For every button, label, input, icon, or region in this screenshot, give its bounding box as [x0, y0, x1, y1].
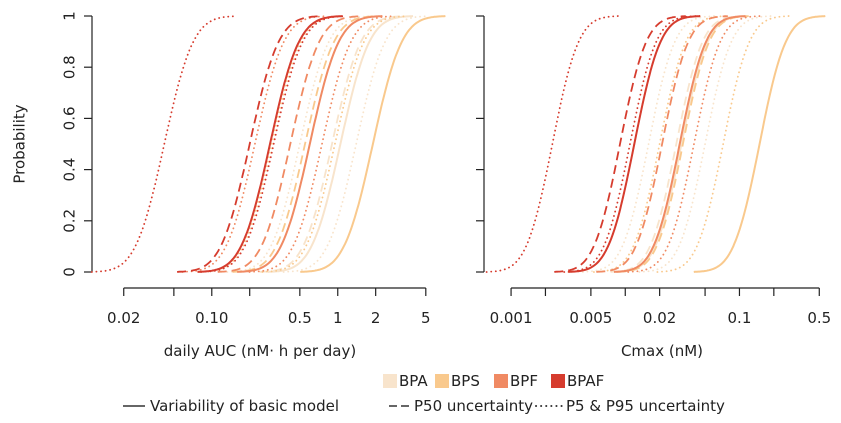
- series-bpaf-dashed: [176, 15, 323, 273]
- series-bpf-dashed: [596, 15, 728, 273]
- left-x-axis: 0.02 0.10 0.5 1 2 5 daily AUC (nM· h per day): [107, 287, 431, 360]
- x-tick-label: 0.1: [728, 309, 752, 327]
- left-series: [90, 15, 446, 273]
- x-axis-title: Cmax (nM): [621, 342, 703, 360]
- left-panel: 0 0.2 0.4 0.6 0.8 1 Probability 0.02 0.10 0.5 1 2 5 d…: [11, 11, 446, 360]
- right-series: [485, 15, 826, 273]
- legend-swatch-bpaf: [551, 374, 565, 388]
- series-bpaf-dotted: [200, 15, 348, 273]
- series-bpf-dashed: [217, 15, 364, 273]
- y-tick-label: 0.4: [61, 158, 79, 182]
- legend-line-types: Variability of basic model P50 uncertaint…: [123, 397, 725, 415]
- series-bps-dotted: [261, 15, 409, 273]
- x-axis-title: daily AUC (nM· h per day): [164, 342, 356, 360]
- series-bpf-solid: [237, 15, 383, 273]
- series-bpaf-solid: [568, 15, 701, 273]
- series-bpaf-dashed: [554, 15, 686, 273]
- x-tick-label: 0.5: [288, 309, 312, 327]
- legend-swatch-bpf: [494, 374, 508, 388]
- series-bpf-dotted: [248, 15, 396, 273]
- series-bpa-dashed: [610, 15, 743, 273]
- series-bps-solid: [300, 15, 446, 273]
- legend-label-dashed: P50 uncertainty: [414, 397, 533, 415]
- legend-label-bpf: BPF: [510, 372, 538, 390]
- legend-swatch-bps: [435, 374, 449, 388]
- series-bps-dotted: [656, 15, 790, 273]
- series-bpf-solid: [613, 15, 746, 273]
- series-bpa-dashed: [259, 15, 405, 273]
- series-bpa-dotted: [581, 15, 716, 273]
- series-bpf-dotted: [627, 15, 761, 273]
- series-bpa-dotted: [226, 15, 374, 273]
- right-panel: 0.001 0.005 0.02 0.1 0.5 Cmax (nM): [476, 15, 831, 360]
- x-tick-label: 5: [421, 309, 431, 327]
- x-tick-label: 0.001: [490, 309, 533, 327]
- legend-label-bpa: BPA: [399, 372, 428, 390]
- series-bpaf-dotted: [90, 15, 238, 273]
- x-tick-label: 0.005: [569, 309, 612, 327]
- y-tick-label: 0.8: [61, 55, 79, 79]
- series-bpa-dotted: [282, 15, 430, 273]
- y-tick-label: 1: [61, 11, 79, 21]
- series-bpaf-dotted: [485, 15, 619, 273]
- legend-substances: BPA BPS BPF BPAF: [383, 372, 604, 390]
- series-bps-dotted: [593, 15, 727, 273]
- legend: BPA BPS BPF BPAF Variability of basic model…: [123, 372, 725, 415]
- series-bps-solid: [693, 15, 826, 273]
- x-tick-label: 0.5: [807, 309, 831, 327]
- right-x-axis: 0.001 0.005 0.02 0.1 0.5 Cmax (nM): [490, 287, 831, 360]
- legend-label-bpaf: BPAF: [567, 372, 604, 390]
- right-y-axis: [476, 15, 485, 273]
- y-tick-label: 0.6: [61, 106, 79, 130]
- series-bps-dashed: [232, 15, 378, 273]
- series-bpaf-dotted: [563, 15, 697, 273]
- x-tick-label: 0.02: [643, 309, 676, 327]
- series-bps-dashed: [617, 15, 749, 273]
- left-y-axis: 0 0.2 0.4 0.6 0.8 1 Probability: [11, 11, 93, 277]
- y-axis-title: Probability: [11, 104, 29, 183]
- legend-label-bps: BPS: [451, 372, 480, 390]
- legend-label-solid: Variability of basic model: [150, 397, 339, 415]
- series-bpf-dotted: [181, 15, 329, 273]
- x-tick-label: 1: [333, 309, 343, 327]
- y-tick-label: 0.2: [61, 209, 79, 233]
- series-bpa-dotted: [638, 15, 772, 273]
- series-bps-dotted: [198, 15, 346, 273]
- y-tick-label: 0: [61, 267, 79, 277]
- legend-label-dotted: P5 & P95 uncertainty: [566, 397, 725, 415]
- legend-swatch-bpa: [383, 374, 397, 388]
- x-tick-label: 0.02: [107, 309, 140, 327]
- series-bpaf-solid: [197, 15, 343, 273]
- x-tick-label: 0.10: [195, 309, 228, 327]
- series-bpa-solid: [267, 15, 414, 273]
- x-tick-label: 2: [371, 309, 381, 327]
